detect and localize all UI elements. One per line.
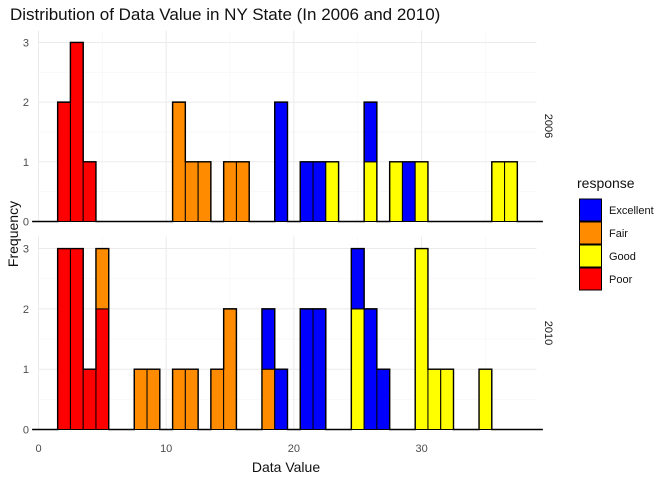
bar-excellent (299, 308, 314, 431)
facet-panel-2006: 0 1 2 3 2006 (23, 30, 554, 229)
bar-fair (184, 161, 199, 222)
bar-fair (210, 368, 225, 431)
chart-title: Distribution of Data Value in NY State (… (10, 5, 440, 24)
legend-label-excellent: Excellent (609, 205, 654, 217)
x-tick-label: 30 (415, 443, 427, 455)
y-tick-label: 0 (23, 217, 29, 229)
bar-excellent (274, 101, 289, 223)
bar-fair (184, 368, 199, 431)
y-tick-label: 3 (23, 37, 29, 49)
bar-good (350, 308, 365, 431)
y-axis-title: Frequency (5, 201, 21, 267)
bar-good (440, 368, 455, 431)
legend-label-good: Good (609, 251, 636, 263)
bar-poor (69, 248, 84, 430)
bar-good (363, 161, 378, 222)
legend-swatch-poor (579, 267, 602, 291)
bar-good (427, 368, 442, 431)
bar-good (389, 161, 403, 222)
y-tick-label: 2 (23, 97, 29, 109)
facet-panel-2010: 0 1 2 3 2010 (23, 236, 554, 437)
bar-excellent (261, 308, 276, 370)
facet-strip-label-2010: 2010 (542, 321, 554, 345)
histogram-outline (32, 41, 543, 223)
legend-label-poor: Poor (609, 274, 633, 286)
bar-excellent (350, 248, 365, 310)
y-tick-label: 1 (23, 364, 29, 376)
bar-excellent (312, 161, 327, 222)
y-tick-label: 0 (23, 425, 29, 437)
bar-fair (95, 248, 110, 310)
y-tick-label: 3 (23, 244, 29, 256)
bar-fair (223, 161, 237, 222)
bar-good (504, 161, 518, 222)
bar-fair (172, 368, 186, 431)
legend-swatch-excellent (579, 198, 602, 222)
bar-fair (223, 308, 237, 431)
facet-strip-label-2006: 2006 (542, 114, 554, 138)
y-tick-label: 1 (23, 157, 29, 169)
bar-excellent (401, 161, 416, 222)
x-tick-label: 0 (35, 443, 41, 455)
bar-good (491, 161, 506, 222)
x-tick-label: 20 (288, 443, 300, 455)
bar-excellent (312, 308, 327, 431)
bar-poor (69, 41, 84, 222)
bar-fair (197, 161, 212, 222)
histogram-outline (32, 247, 543, 431)
bar-fair (172, 101, 186, 223)
bar-excellent (376, 368, 391, 431)
bar-fair (133, 368, 148, 431)
bar-good (414, 161, 429, 222)
bar-good (325, 161, 340, 222)
bar-poor (95, 308, 110, 431)
bar-poor (57, 101, 71, 223)
legend-title: response (577, 175, 635, 191)
bar-excellent (274, 368, 289, 431)
bar-poor (82, 368, 97, 431)
legend-swatch-fair (579, 221, 602, 245)
bar-excellent (363, 101, 378, 163)
legend-swatch-good (579, 244, 602, 268)
x-tick-label: 10 (160, 443, 172, 455)
bar-poor (82, 161, 97, 222)
legend: response Excellent Fair Good Poor (577, 175, 654, 291)
bar-excellent (363, 308, 378, 431)
legend-label-fair: Fair (609, 228, 628, 240)
x-axis-title: Data Value (252, 459, 320, 475)
bar-fair (146, 368, 161, 431)
y-tick-label: 2 (23, 304, 29, 316)
bar-good (414, 248, 429, 430)
bar-excellent (299, 161, 314, 222)
bar-fair (235, 161, 250, 222)
bar-poor (57, 248, 71, 430)
bar-good (478, 368, 493, 431)
bar-fair (261, 368, 276, 431)
